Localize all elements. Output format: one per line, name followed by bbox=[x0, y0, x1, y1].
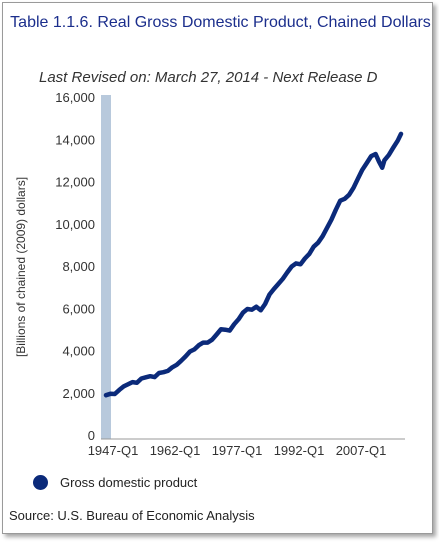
legend[interactable]: Gross domestic product bbox=[33, 473, 197, 491]
series-line-gdp[interactable] bbox=[103, 131, 404, 398]
x-tick-label: 1962-Q1 bbox=[150, 443, 201, 458]
chart-title: Table 1.1.6. Real Gross Domestic Product… bbox=[10, 14, 431, 31]
chart-frame: Table 1.1.6. Real Gross Domestic Product… bbox=[2, 2, 433, 534]
x-tick-label: 2007-Q1 bbox=[336, 443, 387, 458]
y-tick-label: 6,000 bbox=[62, 301, 95, 316]
y-tick-label: 2,000 bbox=[62, 386, 95, 401]
y-tick-label: 12,000 bbox=[55, 175, 95, 190]
x-tick-label: 1947-Q1 bbox=[88, 443, 139, 458]
chart-subtitle: Last Revised on: March 27, 2014 - Next R… bbox=[39, 69, 378, 86]
y-tick-label: 4,000 bbox=[62, 344, 95, 359]
x-tick-label: 1992-Q1 bbox=[274, 443, 325, 458]
y-axis-band bbox=[101, 95, 111, 439]
y-tick-label: 16,000 bbox=[55, 90, 95, 105]
y-tick-label: 14,000 bbox=[55, 132, 95, 147]
legend-marker-icon bbox=[33, 474, 48, 490]
y-axis-label: [Billions of chained (2009) dollars] bbox=[14, 177, 28, 357]
source-note: Source: U.S. Bureau of Economic Analysis bbox=[9, 508, 255, 523]
x-tick-labels: 1947-Q1 1962-Q1 1977-Q1 1992-Q1 2007-Q1 bbox=[88, 443, 387, 458]
y-tick-label: 0 bbox=[88, 428, 95, 443]
gdp-line-chart: 0 2,000 4,000 6,000 8,000 10,000 12,000 14,000 1… bbox=[14, 90, 405, 458]
y-tick-label: 10,000 bbox=[55, 217, 95, 232]
series-layer bbox=[103, 131, 404, 398]
y-tick-labels: 0 2,000 4,000 6,000 8,000 10,000 12,000 14,000 1… bbox=[55, 90, 95, 443]
x-tick-label: 1977-Q1 bbox=[212, 443, 263, 458]
legend-label: Gross domestic product bbox=[60, 474, 198, 490]
y-tick-label: 8,000 bbox=[62, 259, 95, 274]
